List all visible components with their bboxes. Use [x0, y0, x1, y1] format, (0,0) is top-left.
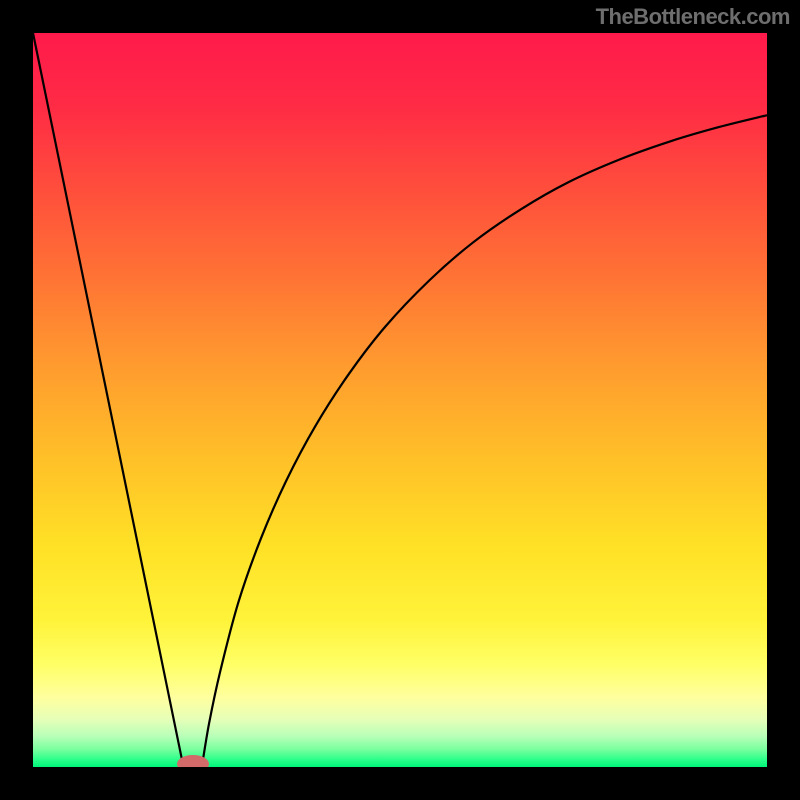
optimal-point-marker: [177, 755, 209, 767]
right-ascending-curve: [202, 115, 767, 767]
watermark: TheBottleneck.com: [596, 4, 790, 30]
plot-area: [33, 33, 767, 767]
bottleneck-curves: [33, 33, 767, 767]
left-descending-line: [33, 33, 183, 767]
